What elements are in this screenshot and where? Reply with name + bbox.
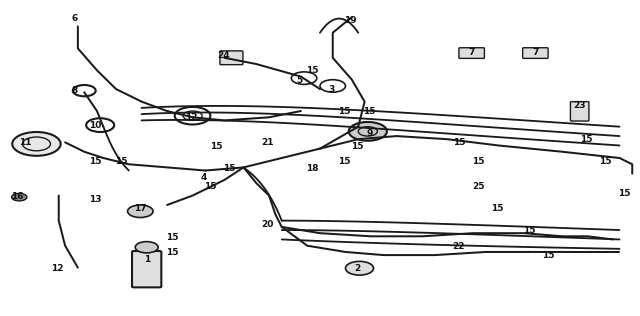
Text: 15: 15 [472, 157, 484, 166]
Text: 15: 15 [542, 251, 554, 260]
Text: 15: 15 [452, 138, 465, 148]
Text: 15: 15 [204, 182, 217, 191]
Text: 16: 16 [11, 192, 24, 201]
Circle shape [135, 242, 158, 253]
Text: 25: 25 [472, 182, 484, 191]
Text: 7: 7 [532, 48, 539, 57]
Text: 15: 15 [115, 157, 127, 166]
Text: 1: 1 [143, 255, 150, 264]
Text: 18: 18 [306, 163, 319, 173]
Text: 6: 6 [72, 14, 78, 23]
Text: 3: 3 [328, 85, 335, 94]
Text: 12: 12 [185, 113, 198, 122]
Text: 9: 9 [367, 129, 373, 138]
Text: 17: 17 [134, 204, 147, 213]
FancyBboxPatch shape [570, 102, 589, 121]
Text: 2: 2 [354, 264, 360, 273]
Text: 20: 20 [262, 220, 274, 229]
Text: 10: 10 [90, 121, 102, 130]
Circle shape [127, 205, 153, 217]
Text: 15: 15 [338, 107, 351, 116]
Text: 15: 15 [211, 142, 223, 151]
Text: 15: 15 [364, 107, 376, 116]
FancyBboxPatch shape [132, 251, 161, 287]
Text: 15: 15 [523, 226, 535, 235]
Circle shape [346, 261, 374, 275]
Text: 15: 15 [90, 157, 102, 166]
Text: 23: 23 [573, 101, 586, 110]
Text: 15: 15 [491, 204, 504, 213]
Text: 15: 15 [338, 157, 351, 166]
Circle shape [12, 132, 61, 156]
Text: 12: 12 [51, 264, 64, 273]
FancyBboxPatch shape [523, 48, 548, 58]
Text: 4: 4 [201, 173, 207, 182]
Circle shape [12, 193, 27, 201]
Text: 15: 15 [618, 189, 631, 198]
Text: 15: 15 [306, 66, 319, 76]
Text: 22: 22 [452, 242, 465, 251]
Text: 11: 11 [19, 138, 31, 148]
FancyBboxPatch shape [459, 48, 484, 58]
Text: 15: 15 [166, 248, 179, 257]
Text: 24: 24 [217, 51, 230, 60]
Text: 15: 15 [599, 157, 612, 166]
Text: 15: 15 [351, 142, 364, 151]
Circle shape [349, 122, 387, 141]
Text: 8: 8 [72, 86, 78, 95]
Text: 5: 5 [296, 76, 303, 85]
Text: 7: 7 [468, 48, 475, 57]
Text: 15: 15 [580, 135, 593, 144]
Text: 15: 15 [166, 234, 179, 242]
Text: 15: 15 [223, 163, 236, 173]
FancyBboxPatch shape [220, 51, 243, 65]
Text: 21: 21 [262, 138, 274, 148]
Text: 19: 19 [344, 16, 357, 25]
Text: 13: 13 [90, 195, 102, 204]
